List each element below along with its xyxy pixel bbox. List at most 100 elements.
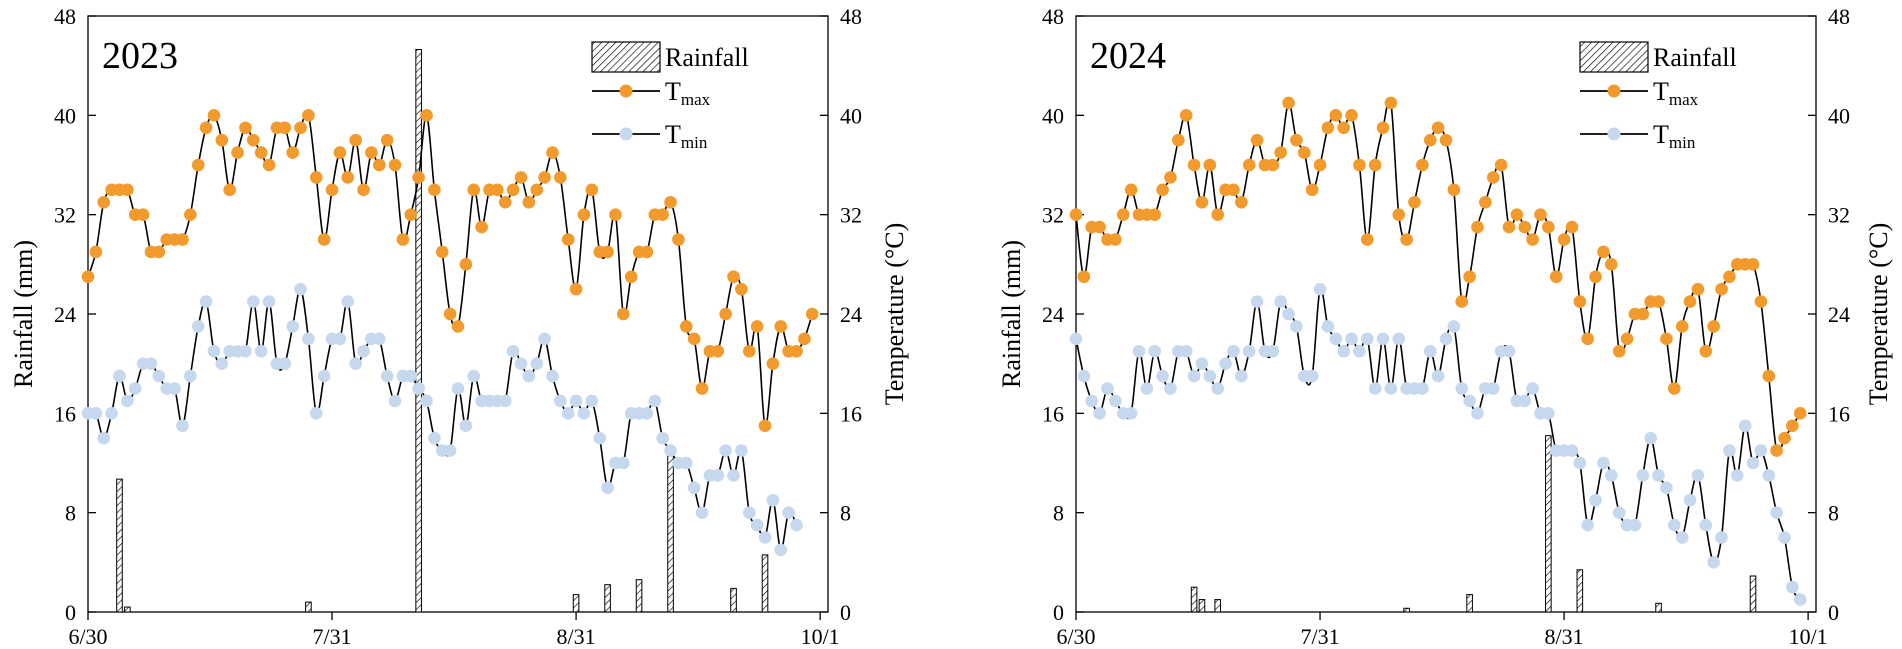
- tmin-point: [774, 543, 788, 557]
- tmin-point: [695, 506, 709, 519]
- tmax-point: [136, 208, 150, 221]
- tmin-point: [1313, 282, 1327, 296]
- tmin-point: [168, 382, 181, 395]
- tmin-point: [1723, 444, 1736, 457]
- tmin-point: [687, 481, 701, 495]
- tmax-point: [695, 382, 709, 395]
- tmin-point: [750, 518, 764, 532]
- tmin-point: [1439, 332, 1453, 346]
- tmax-point: [1479, 195, 1492, 209]
- tmax-point: [404, 208, 418, 221]
- tmax-point: [121, 183, 134, 197]
- y-tick-label-right: 8: [1828, 501, 1839, 526]
- rainfall-bar: [667, 452, 674, 613]
- tmin-point: [1353, 344, 1366, 358]
- tmax-point: [774, 320, 788, 333]
- y-tick-labels-right: 0 8 16 24 32 40 48: [1828, 4, 1850, 625]
- rainfall-bar: [1545, 435, 1552, 613]
- tmax-point: [1400, 233, 1413, 246]
- tmax-point: [1652, 295, 1665, 308]
- tmax-point: [207, 109, 221, 122]
- tmin-point: [1526, 382, 1539, 395]
- axis-ticks: [87, 15, 828, 620]
- tmax-point: [522, 195, 536, 209]
- tmax-point: [1329, 109, 1343, 122]
- tmax-point: [664, 195, 677, 209]
- tmin-point: [278, 357, 292, 370]
- tmin-point: [506, 344, 520, 358]
- tmin-point: [1699, 518, 1713, 532]
- tmax-point: [1353, 158, 1366, 172]
- tmax-point: [262, 158, 276, 172]
- tmax-point: [1290, 133, 1303, 147]
- tmax-point: [1313, 158, 1327, 172]
- tmin-point: [766, 493, 780, 507]
- tmin-points: [1069, 282, 1807, 606]
- axis-ticks: [1075, 15, 1816, 620]
- rainfall-bar: [1403, 607, 1410, 613]
- y-tick-label-left: 24: [54, 302, 76, 327]
- tmax-point: [475, 220, 488, 234]
- y-tick-label-right: 40: [840, 103, 862, 128]
- tmin-point: [1360, 332, 1374, 346]
- tmin-point: [1085, 394, 1099, 408]
- tmax-point: [1597, 245, 1610, 259]
- rainfall-bar: [1749, 575, 1757, 613]
- y-tick-labels-right: 0 8 16 24 32 40 48: [840, 4, 862, 625]
- tmin-point: [782, 506, 795, 519]
- tmin-point: [522, 369, 536, 383]
- tmin-point: [1778, 531, 1791, 544]
- y-tick-labels-left: 0 8 16 24 32 40 48: [54, 4, 76, 625]
- tmax-point: [1565, 220, 1579, 234]
- rainfall-bar: [635, 579, 643, 613]
- tmax-point: [443, 307, 457, 321]
- tmin-points: [81, 282, 803, 557]
- tmax-point: [514, 171, 528, 184]
- tmin-point: [199, 295, 213, 308]
- tmin-point: [302, 332, 315, 346]
- tmin-point: [514, 357, 528, 370]
- tmin-point: [1667, 518, 1681, 532]
- tmax-point: [1542, 220, 1555, 234]
- tmax-point: [577, 208, 591, 221]
- tmax-point: [1439, 133, 1453, 147]
- tmin-point: [254, 344, 268, 358]
- tmin-point: [247, 295, 260, 308]
- tmax-point: [554, 171, 567, 184]
- tmax-point: [805, 307, 819, 321]
- chart-title-2024: 2024: [1090, 35, 1166, 77]
- tmin-point: [1455, 382, 1469, 395]
- tmin-point: [1542, 407, 1555, 420]
- tmax-point: [1778, 431, 1791, 445]
- tmax-point: [1707, 320, 1720, 333]
- tmax-point: [617, 307, 630, 321]
- tmax-point: [1164, 171, 1177, 184]
- tmax-point: [719, 307, 732, 321]
- tmin-point: [1250, 295, 1264, 308]
- tmin-point: [467, 369, 481, 383]
- tmax-point: [1723, 270, 1736, 284]
- tmax-point: [278, 121, 292, 135]
- tmax-point: [766, 357, 780, 370]
- tmax-point: [1109, 233, 1122, 246]
- tmax-point: [223, 183, 237, 197]
- tmin-point: [1715, 531, 1728, 544]
- tmin-point: [1274, 295, 1287, 308]
- tmin-point: [317, 369, 331, 383]
- tmin-point: [420, 394, 433, 408]
- legend-rainfall-label: Rainfall: [665, 43, 749, 72]
- legend-tmin-label: Tmin: [1653, 120, 1696, 152]
- tmin-point: [144, 357, 158, 370]
- tmax-point: [1510, 208, 1524, 221]
- tmax-point: [640, 245, 654, 259]
- tmin-point: [1195, 357, 1209, 370]
- tmin-point: [1793, 593, 1807, 606]
- tmax-point: [1691, 282, 1705, 296]
- tmax-point: [341, 171, 355, 184]
- x-tick-label: 8/31: [1545, 624, 1584, 649]
- tmax-point: [349, 133, 362, 147]
- tmax-point: [498, 195, 512, 209]
- y-tick-label-right: 8: [840, 501, 851, 526]
- y-tick-label-right: 16: [1828, 401, 1850, 426]
- tmin-point: [128, 382, 142, 395]
